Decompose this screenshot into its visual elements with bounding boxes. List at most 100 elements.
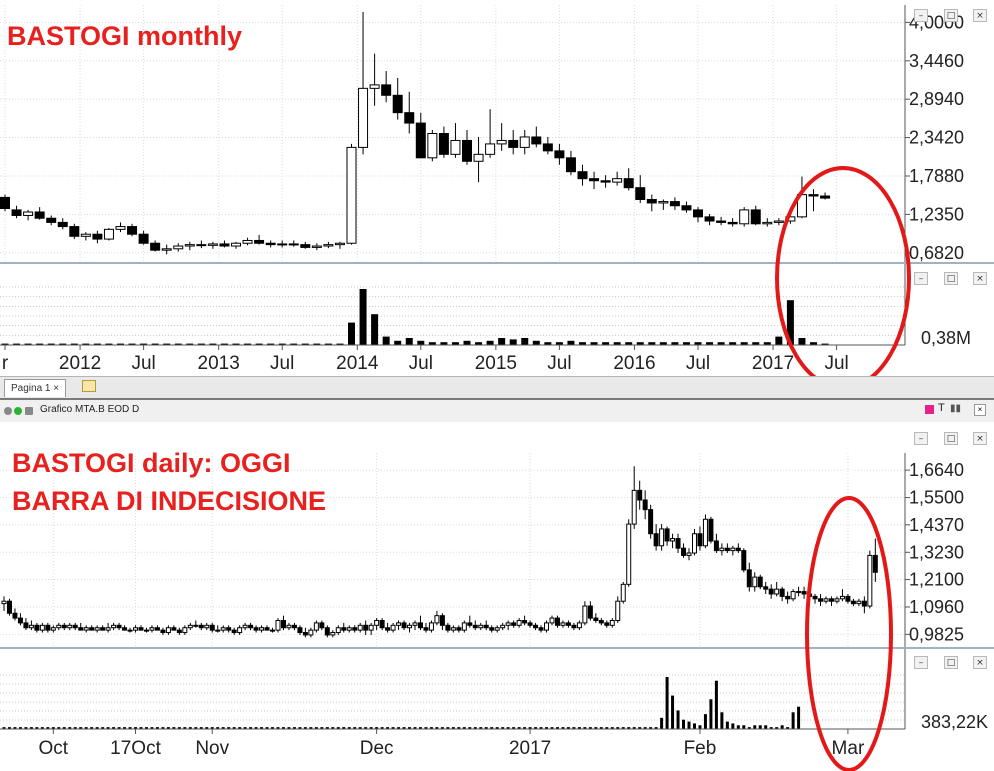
- candle-body: [741, 550, 747, 571]
- candle-body: [598, 619, 604, 624]
- volume-bar: [238, 727, 242, 729]
- candle-body: [861, 600, 867, 607]
- candle-body: [675, 538, 681, 549]
- y-tick-label: 3,4460: [909, 51, 964, 71]
- text-tool-icon[interactable]: T: [938, 402, 945, 414]
- candle-body: [489, 627, 495, 631]
- close-volume-pane-button[interactable]: ×: [973, 272, 987, 285]
- minimize-pane-button[interactable]: –: [914, 9, 928, 22]
- candle-body: [473, 153, 484, 162]
- color-icon[interactable]: [925, 405, 934, 414]
- toolbar-icons[interactable]: ▮▮: [950, 403, 962, 414]
- candle-body: [346, 627, 352, 631]
- volume-bar: [555, 727, 559, 729]
- volume-bar: [309, 727, 313, 729]
- candle-body: [407, 624, 413, 629]
- volume-bar: [797, 706, 801, 729]
- candle-body: [415, 122, 426, 159]
- volume-bar: [172, 727, 176, 729]
- volume-bar: [128, 727, 132, 729]
- candle-body: [182, 627, 188, 634]
- volume-bar: [347, 727, 351, 729]
- candle-body: [248, 624, 254, 629]
- candle-body: [308, 629, 314, 636]
- volume-bar: [429, 727, 433, 729]
- chart-title-monthly: BASTOGI monthly: [7, 21, 242, 51]
- y-tick-label: 1,2350: [909, 204, 964, 224]
- candle-body: [61, 624, 67, 629]
- volume-bar: [534, 727, 538, 729]
- candle-body: [576, 622, 582, 629]
- volume-bar: [572, 727, 576, 729]
- maximize-daily-volume-button[interactable]: □: [944, 656, 958, 669]
- candle-body: [57, 221, 68, 228]
- maximize-pane-button[interactable]: □: [944, 9, 958, 22]
- new-page-icon[interactable]: [82, 380, 96, 392]
- minimize-volume-pane-button[interactable]: –: [914, 272, 928, 285]
- volume-bar: [106, 727, 110, 729]
- volume-bar: [210, 727, 214, 729]
- x-tick-label: Jul: [547, 353, 571, 374]
- y-tick-label: 1,6640: [909, 460, 964, 480]
- volume-bar: [583, 727, 587, 729]
- candle-body: [609, 619, 615, 626]
- volume-bar: [660, 717, 664, 729]
- close-daily-volume-button[interactable]: ×: [973, 656, 987, 669]
- candle-body: [352, 627, 358, 631]
- volume-bar: [703, 714, 707, 729]
- candle-body: [462, 139, 472, 162]
- candle-body: [511, 622, 517, 626]
- volume-bar: [544, 342, 552, 345]
- tab-close-icon[interactable]: ×: [53, 383, 60, 394]
- volume-bar: [424, 727, 428, 729]
- x-tick-label: 2017: [509, 738, 551, 759]
- volume-bar: [382, 336, 390, 345]
- minimize-daily-volume-button[interactable]: –: [914, 656, 928, 669]
- volume-bar: [161, 727, 165, 729]
- close-daily-pane-button[interactable]: ×: [973, 432, 987, 445]
- volume-bar: [394, 340, 402, 345]
- volume-bar: [186, 343, 194, 345]
- candle-body: [291, 624, 297, 629]
- chart-window-titlebar: Grafico MTA.B EOD D T ▮▮ ×: [0, 398, 994, 422]
- candle-body: [796, 591, 802, 594]
- candle-body: [615, 600, 621, 621]
- candle-body: [270, 629, 276, 632]
- volume-bar: [457, 727, 461, 729]
- close-window-icon[interactable]: ×: [974, 404, 986, 416]
- volume-bar: [243, 727, 247, 729]
- volume-bar: [671, 695, 675, 729]
- volume-bar: [358, 727, 362, 729]
- volume-bar: [698, 725, 702, 729]
- minimize-daily-pane-button[interactable]: –: [914, 432, 928, 445]
- maximize-volume-pane-button[interactable]: □: [944, 272, 958, 285]
- maximize-daily-pane-button[interactable]: □: [944, 432, 958, 445]
- volume-bar: [7, 727, 11, 729]
- candle-body: [161, 248, 172, 251]
- volume-bar: [440, 727, 444, 729]
- candle-body: [412, 622, 418, 626]
- candle-body: [467, 622, 473, 626]
- volume-bar: [763, 342, 771, 345]
- candle-body: [138, 627, 144, 631]
- close-pane-button[interactable]: ×: [973, 9, 987, 22]
- volume-bar: [579, 342, 586, 345]
- volume-bar: [68, 727, 72, 729]
- candle-body: [334, 242, 345, 246]
- candle-body: [374, 619, 380, 626]
- y-tick-label: 1,0960: [909, 597, 964, 617]
- tab-pagina-1[interactable]: Pagina 1 ×: [4, 379, 67, 397]
- candle-body: [544, 622, 550, 631]
- candle-body: [637, 489, 643, 501]
- candle-body: [50, 627, 56, 631]
- volume-bar: [717, 342, 725, 345]
- candle-body: [143, 629, 149, 632]
- volume-bar: [521, 338, 529, 345]
- volume-bar: [706, 342, 714, 345]
- candle-body: [653, 533, 659, 547]
- volume-bar: [375, 727, 379, 729]
- volume-bar: [342, 727, 346, 729]
- candle-body: [39, 624, 45, 631]
- volume-bar: [440, 342, 448, 345]
- volume-bar: [764, 725, 768, 729]
